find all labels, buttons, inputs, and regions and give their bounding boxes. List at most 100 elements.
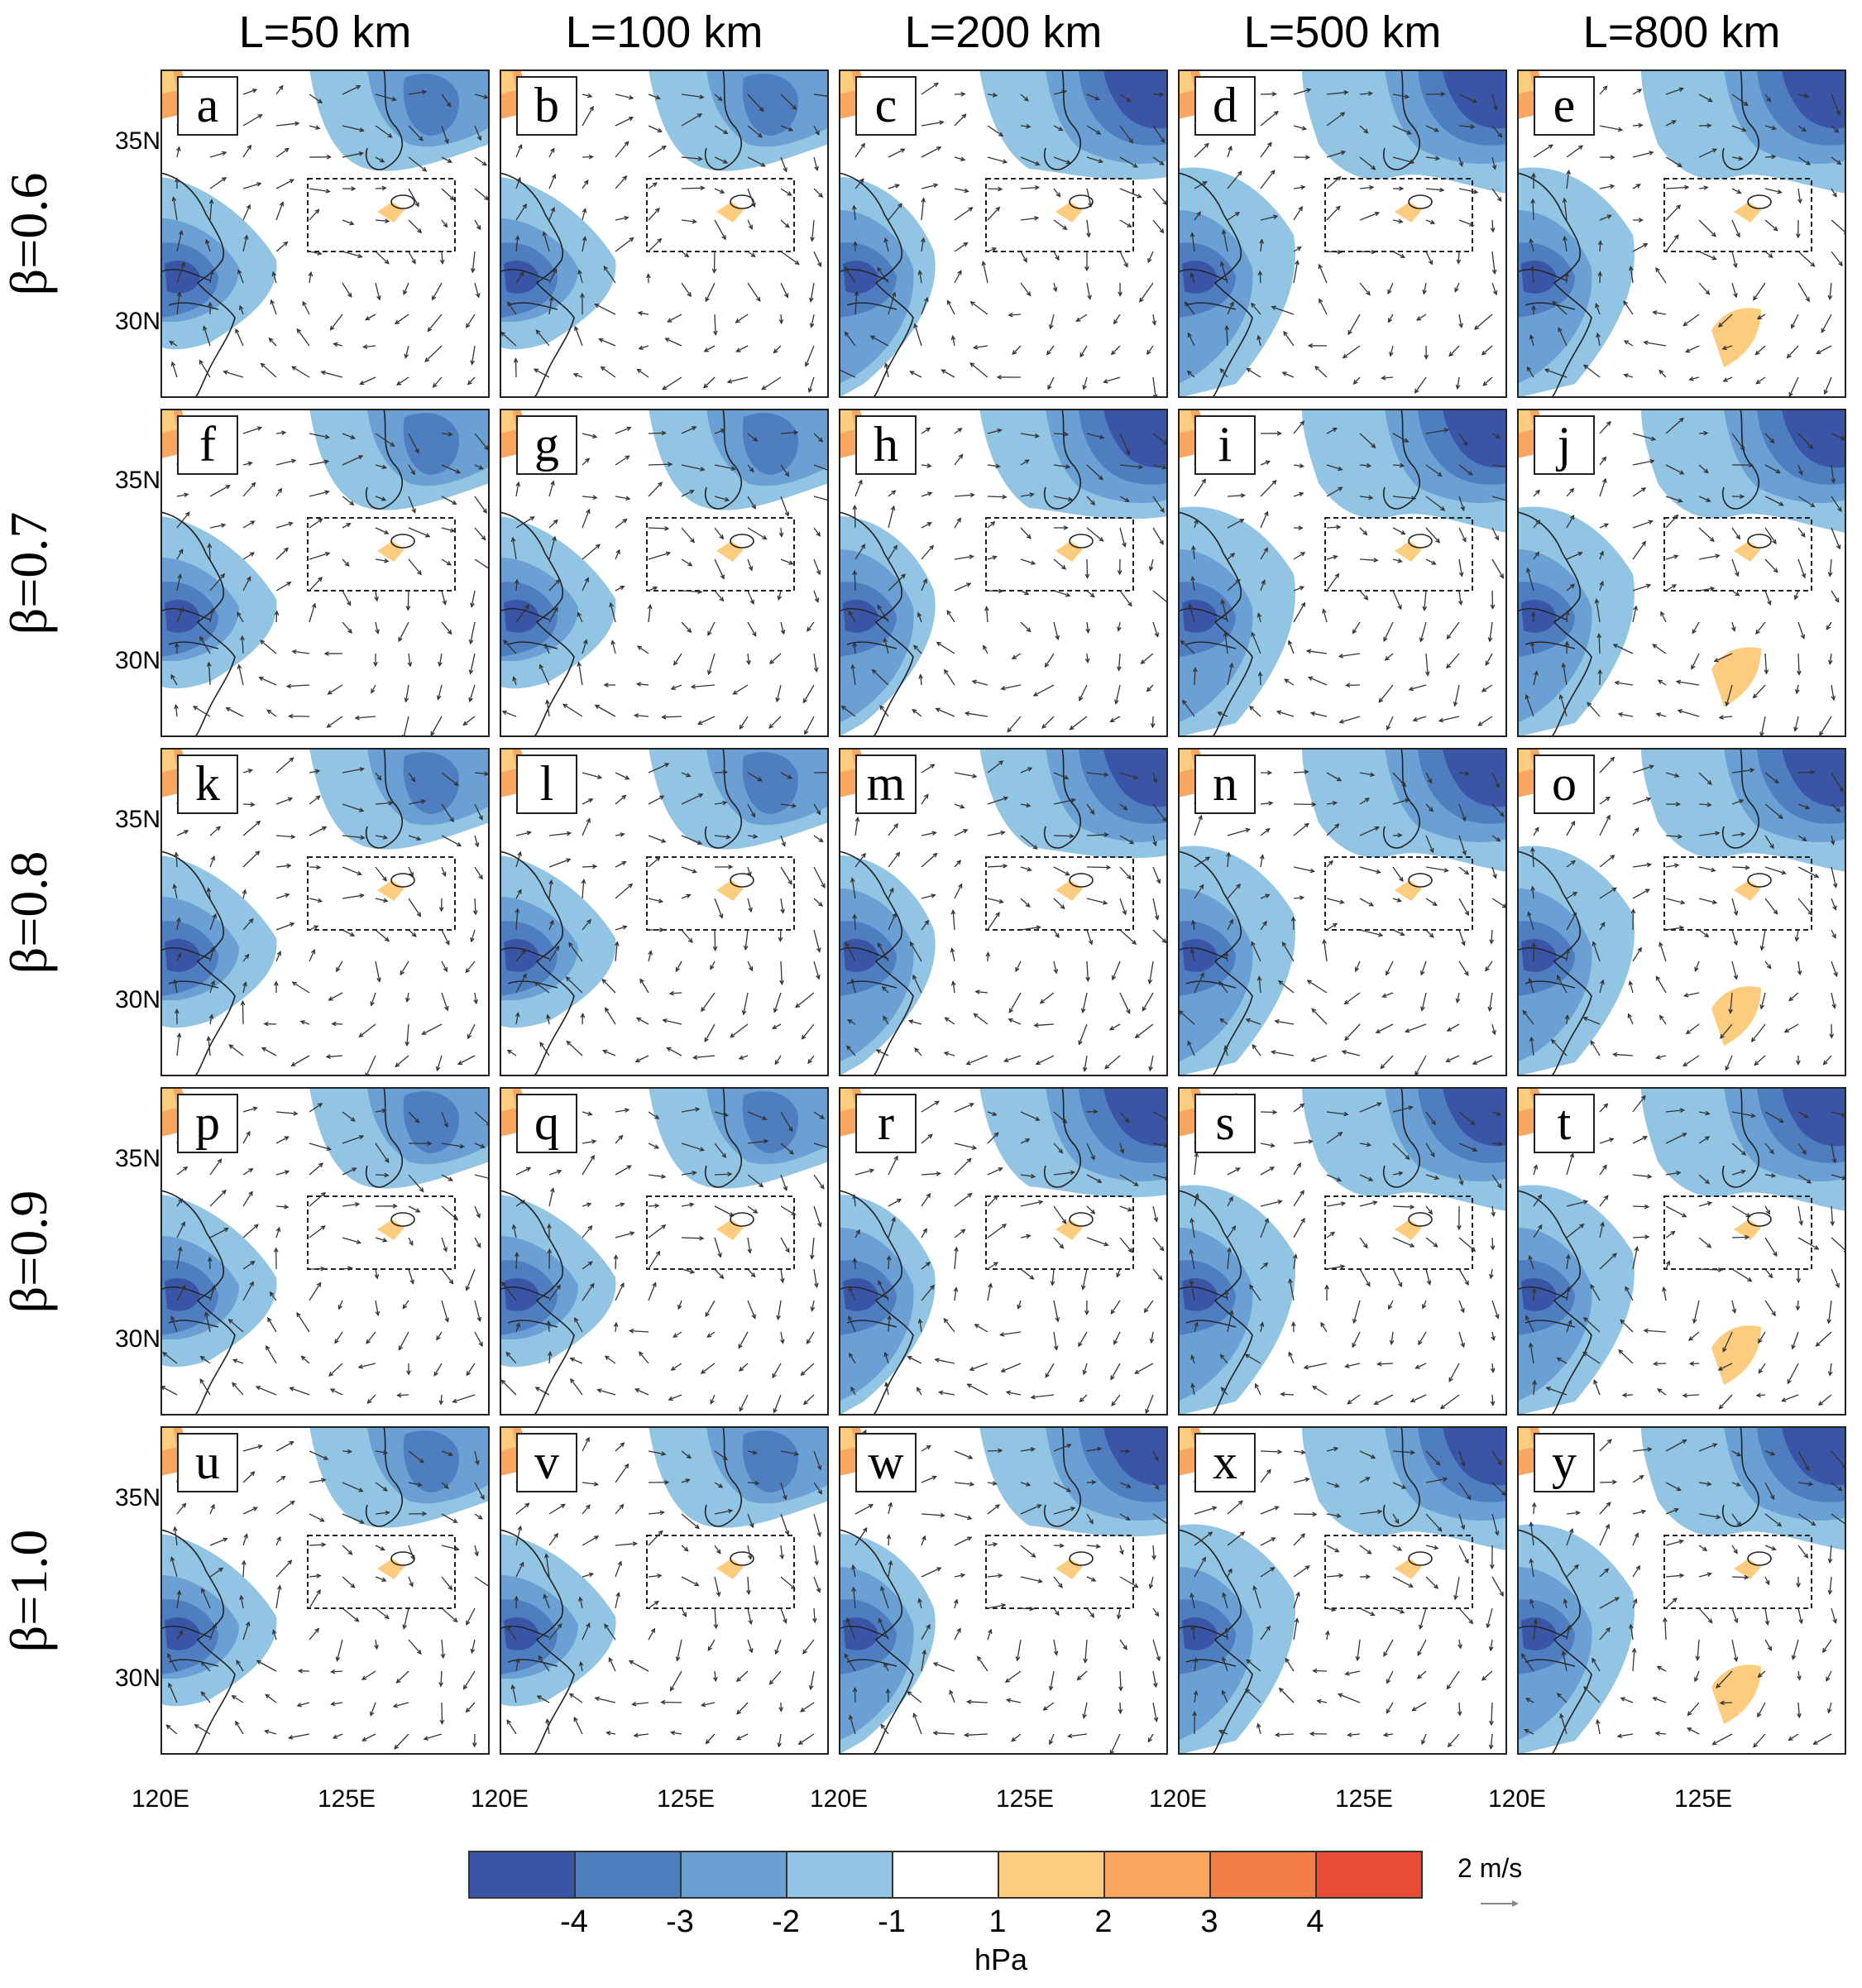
wind-vector xyxy=(1381,992,1394,999)
wind-vector xyxy=(515,1658,520,1672)
wind-vector xyxy=(987,863,1008,869)
wind-vector xyxy=(1698,1201,1713,1207)
wind-vector xyxy=(1293,88,1312,95)
wind-vector xyxy=(1593,1379,1601,1396)
colorbar-segment xyxy=(1209,1851,1317,1899)
wind-vector xyxy=(209,1537,228,1546)
wind-vector xyxy=(1293,586,1305,592)
wind-vector xyxy=(921,197,926,221)
wind-vector xyxy=(408,125,424,141)
wind-vector xyxy=(1797,1237,1820,1250)
wind-vector xyxy=(714,590,725,602)
wind-vector xyxy=(780,156,787,173)
wind-vector xyxy=(1152,1607,1160,1617)
wind-vector xyxy=(1531,304,1536,315)
north-low-inner-contour xyxy=(742,1091,798,1153)
wind-vector xyxy=(1533,1164,1539,1176)
wind-vector xyxy=(266,1344,277,1364)
wind-vector xyxy=(1086,282,1092,300)
wind-vector xyxy=(1831,898,1837,911)
wind-vector xyxy=(813,1450,822,1471)
wind-vector xyxy=(515,1166,532,1176)
wind-vector xyxy=(1491,866,1497,879)
wind-vector xyxy=(406,1363,411,1376)
west-low-core-contour xyxy=(504,1617,539,1650)
wind-vector xyxy=(1625,1286,1634,1301)
wind-vector xyxy=(514,578,519,592)
korea-coastline xyxy=(1044,409,1082,510)
wind-vector xyxy=(1194,971,1204,994)
wind-vector xyxy=(1632,946,1642,962)
wind-vector xyxy=(954,1103,974,1113)
wind-vector xyxy=(242,953,250,962)
wind-vector xyxy=(1487,992,1493,1013)
korea-coastline xyxy=(1044,1087,1082,1188)
wind-vector xyxy=(582,208,587,221)
wind-vector xyxy=(648,1203,660,1209)
wind-vector xyxy=(954,803,965,809)
wind-vector xyxy=(1290,1321,1296,1333)
wind-vector xyxy=(1152,1670,1158,1689)
korea-coastline xyxy=(1383,748,1421,849)
wind-vector xyxy=(713,1670,718,1683)
wind-vector xyxy=(1599,580,1604,592)
wind-vector xyxy=(174,1008,179,1025)
wind-vector xyxy=(1632,862,1653,868)
closed-contour xyxy=(1069,873,1094,888)
wind-vector xyxy=(944,1017,955,1025)
wind-vector xyxy=(573,1716,583,1735)
wind-vector xyxy=(1731,93,1749,107)
wind-vector xyxy=(1359,590,1369,601)
wind-vector xyxy=(1529,1036,1534,1056)
wind-vector xyxy=(1788,1733,1799,1741)
wind-vector xyxy=(242,89,258,95)
wind-vector xyxy=(888,851,901,868)
west-low-core-contour xyxy=(843,261,878,294)
wind-vector xyxy=(408,1268,414,1285)
wind-vector xyxy=(275,1204,290,1210)
wind-vector xyxy=(746,653,751,666)
wind-vector xyxy=(1414,1363,1427,1369)
wind-vector xyxy=(888,291,897,315)
wind-vector xyxy=(1190,919,1196,931)
wind-vector xyxy=(1189,272,1195,284)
river-line xyxy=(500,946,558,989)
map-canvas xyxy=(1178,69,1507,398)
wind-vector xyxy=(1387,314,1394,323)
wind-vector xyxy=(582,508,591,529)
wind-vector xyxy=(1020,459,1030,466)
wind-vector xyxy=(1597,668,1603,686)
wind-vector xyxy=(225,707,244,717)
wind-vector xyxy=(1665,584,1678,592)
wind-vector xyxy=(883,1662,889,1672)
wind-vector xyxy=(1425,772,1433,784)
wind-vector xyxy=(1260,1449,1283,1454)
wind-vector xyxy=(648,1111,660,1119)
wind-vector xyxy=(1194,478,1206,497)
wind-vector xyxy=(309,1588,321,1609)
wind-vector xyxy=(780,1111,793,1133)
wind-vector xyxy=(1665,898,1686,905)
wind-vector xyxy=(1326,1482,1340,1488)
wind-vector xyxy=(1020,1447,1036,1452)
wind-vector xyxy=(1227,1195,1233,1207)
wind-vector xyxy=(813,188,824,198)
wind-vector xyxy=(984,606,989,623)
north-low-core-contour xyxy=(1443,1087,1507,1147)
wind-vector xyxy=(1392,898,1402,903)
wind-vector xyxy=(1227,578,1241,592)
wind-vector xyxy=(309,154,333,160)
wind-vector xyxy=(1424,345,1429,360)
wind-vector xyxy=(1085,960,1090,983)
wind-vector xyxy=(275,863,292,869)
wind-vector xyxy=(547,1248,553,1270)
column-header: L=100 km xyxy=(565,7,763,57)
wind-vector xyxy=(1020,93,1029,102)
wind-vector xyxy=(735,1733,749,1741)
wind-vector xyxy=(648,795,665,805)
wind-vector xyxy=(648,950,653,962)
wind-vector xyxy=(366,1331,376,1344)
wind-vector xyxy=(802,684,815,704)
wind-vector xyxy=(1293,1253,1298,1270)
map-panel: k xyxy=(160,748,490,1076)
